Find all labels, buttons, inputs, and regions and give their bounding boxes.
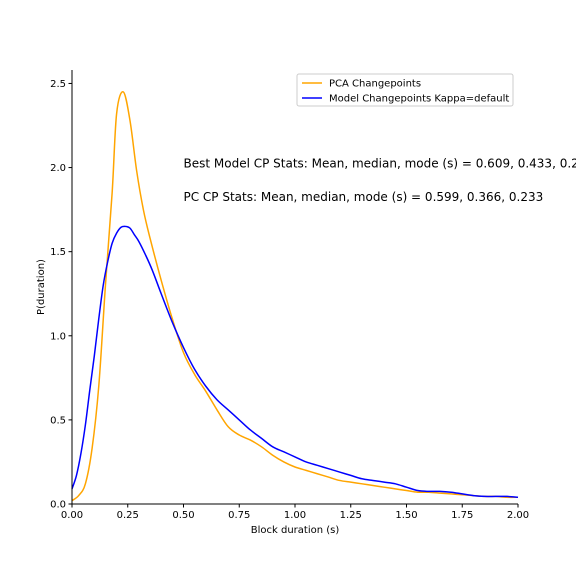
x-tick-label: 1.00 — [284, 510, 306, 521]
x-tick-label: 0.25 — [117, 510, 139, 521]
y-tick-label: 2.5 — [50, 79, 66, 90]
legend-entry-model: Model Changepoints Kappa=default — [329, 94, 509, 105]
x-tick-label: 1.25 — [340, 510, 362, 521]
y-tick-label: 0.5 — [50, 415, 66, 426]
x-tick-label: 2.00 — [507, 510, 529, 521]
y-tick-label: 1.0 — [50, 331, 66, 342]
legend-entry-pca: PCA Changepoints — [329, 79, 421, 90]
legend-box — [296, 73, 514, 107]
y-tick-label: 0.0 — [50, 500, 66, 511]
x-tick-label: 0.00 — [61, 510, 83, 521]
y-tick-label: 1.5 — [50, 247, 66, 258]
y-axis-label: P(duration) — [36, 259, 47, 315]
axes-layer — [71, 70, 518, 505]
x-tick-label: 1.50 — [395, 510, 417, 521]
y-ticks: 0.0 0.5 1.0 1.5 2.0 2.5 — [50, 79, 72, 511]
x-axis-label: Block duration (s) — [251, 525, 340, 536]
legend: PCA Changepoints Model Changepoints Kapp… — [296, 73, 514, 107]
x-ticks: 0.00 0.25 0.50 0.75 1.00 1.25 1.50 1.75 2.00 — [61, 504, 529, 521]
x-tick-label: 0.75 — [228, 510, 250, 521]
y-tick-label: 2.0 — [50, 163, 66, 174]
x-tick-label: 0.50 — [172, 510, 194, 521]
series-line-pca — [71, 91, 519, 502]
x-tick-label: 1.75 — [451, 510, 473, 521]
series-layer — [71, 91, 519, 502]
annotation-pc-stats: PC CP Stats: Mean, median, mode (s) = 0.… — [184, 190, 544, 204]
annotation-best-model-stats: Best Model CP Stats: Mean, median, mode … — [184, 157, 576, 171]
series-line-model — [71, 225, 519, 499]
